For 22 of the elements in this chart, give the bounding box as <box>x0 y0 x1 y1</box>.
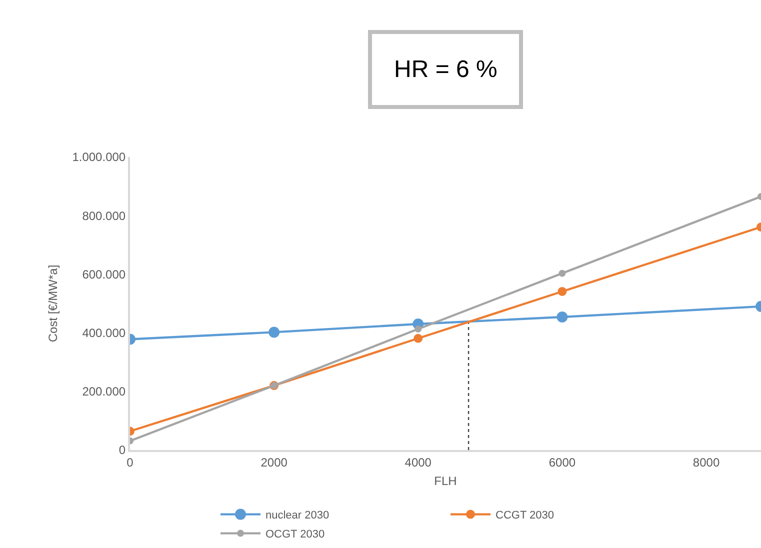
point <box>558 270 566 277</box>
point <box>414 325 422 332</box>
legend-label: CCGT 2030 <box>496 510 554 522</box>
y-tick-label: 1.000.000 <box>72 150 126 164</box>
point <box>268 326 280 338</box>
x-tick-label: 8000 <box>692 455 720 470</box>
y-tick-label: 800.000 <box>82 208 126 223</box>
x-axis-title: FLH <box>434 474 457 488</box>
point <box>558 286 567 296</box>
y-tick-label: 200.000 <box>82 384 126 399</box>
point <box>556 311 568 322</box>
y-tick-label: 0 <box>118 443 126 458</box>
x-tick-label: 2000 <box>260 455 288 470</box>
legend-label: nuclear 2030 <box>266 510 330 522</box>
point <box>414 334 423 343</box>
x-tick-label: 4000 <box>404 455 432 470</box>
y-axis-title: Cost [€/MW*a] <box>46 264 60 342</box>
y-tick-label: 600.000 <box>82 267 126 282</box>
y-tick-label: 400.000 <box>82 326 126 340</box>
legend-label: OCGT 2030 <box>266 528 325 541</box>
x-tick-label: 6000 <box>548 455 576 470</box>
chart-title: HR = 6 % <box>394 56 498 83</box>
